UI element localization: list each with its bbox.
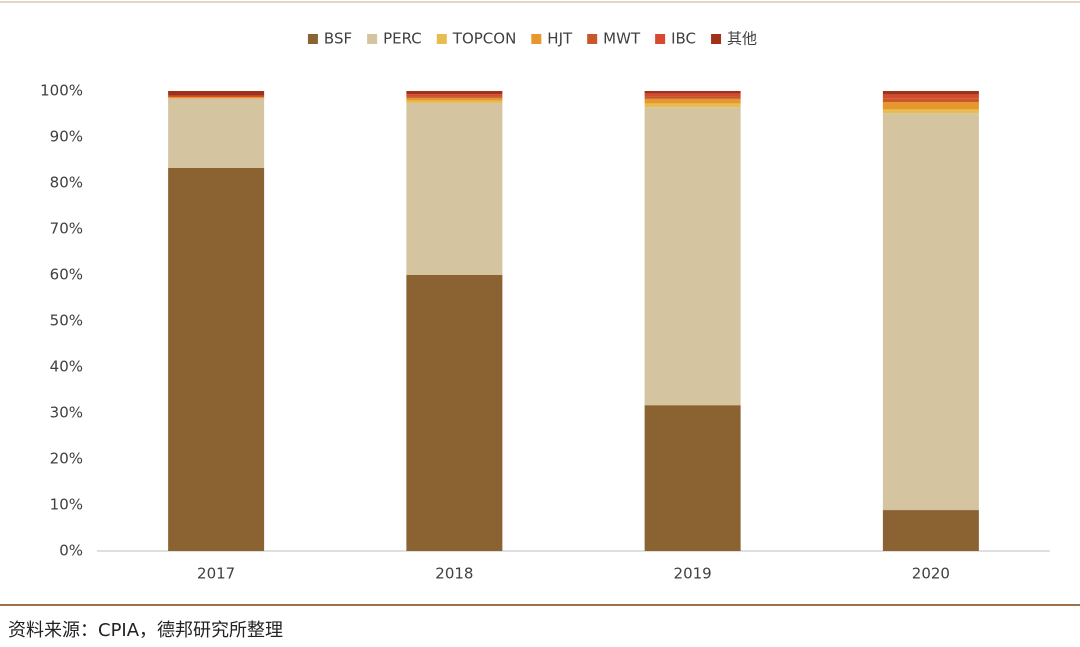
y-tick-label: 60% <box>50 266 83 284</box>
y-tick-label: 30% <box>50 404 83 422</box>
bar-segment <box>644 98 741 104</box>
y-tick-label: 80% <box>50 174 83 192</box>
bar-segment <box>406 275 503 551</box>
bar-segment <box>882 113 979 511</box>
bar-segment <box>882 98 979 103</box>
y-tick-label: 90% <box>50 128 83 146</box>
y-tick-label: 100% <box>40 82 83 100</box>
legend-label: HJT <box>547 30 573 48</box>
legend-label: MWT <box>603 30 641 48</box>
legend-swatch <box>436 34 447 44</box>
y-tick-label: 0% <box>59 542 83 560</box>
bar-segment <box>882 94 979 99</box>
bar-segment <box>406 97 503 101</box>
bar-segment <box>168 98 265 168</box>
legend-swatch <box>307 34 318 44</box>
bar-segment <box>406 96 503 98</box>
x-tick-label: 2019 <box>674 565 712 583</box>
bar-segment <box>644 405 741 551</box>
bar-segment <box>882 102 979 110</box>
x-tick-label: 2018 <box>435 565 473 583</box>
y-tick-label: 40% <box>50 358 83 376</box>
bar-segment <box>168 167 265 551</box>
bar-segment <box>882 91 979 95</box>
y-tick-label: 20% <box>50 450 83 468</box>
bar-segment <box>406 100 503 103</box>
legend-label: BSF <box>324 30 352 48</box>
bar-segment <box>644 93 741 97</box>
legend-swatch <box>587 34 598 44</box>
legend-label: TOPCON <box>452 30 517 48</box>
legend-swatch <box>711 34 722 44</box>
bar-segment <box>644 103 741 108</box>
legend-swatch <box>531 34 542 44</box>
bar-segment <box>406 102 503 276</box>
bar-segment <box>168 95 265 97</box>
bar-segment <box>882 109 979 114</box>
bar-segment <box>406 94 503 97</box>
source-note: 资料来源：CPIA，德邦研究所整理 <box>8 620 283 641</box>
y-tick-label: 50% <box>50 312 83 330</box>
legend-swatch <box>655 34 666 44</box>
x-tick-label: 2017 <box>197 565 235 583</box>
y-tick-label: 70% <box>50 220 83 238</box>
bar-segment <box>406 91 503 95</box>
legend-label: 其他 <box>727 30 757 48</box>
legend-label: IBC <box>671 30 696 48</box>
y-tick-label: 10% <box>50 496 83 514</box>
bar-segment <box>644 107 741 406</box>
bar-segment <box>644 91 741 94</box>
bar-segment <box>644 96 741 99</box>
bar-segment <box>882 510 979 551</box>
legend-swatch <box>367 34 378 44</box>
x-tick-label: 2020 <box>912 565 950 583</box>
bar-segment <box>168 96 265 99</box>
bar-segment <box>168 91 265 96</box>
legend-label: PERC <box>383 30 422 48</box>
